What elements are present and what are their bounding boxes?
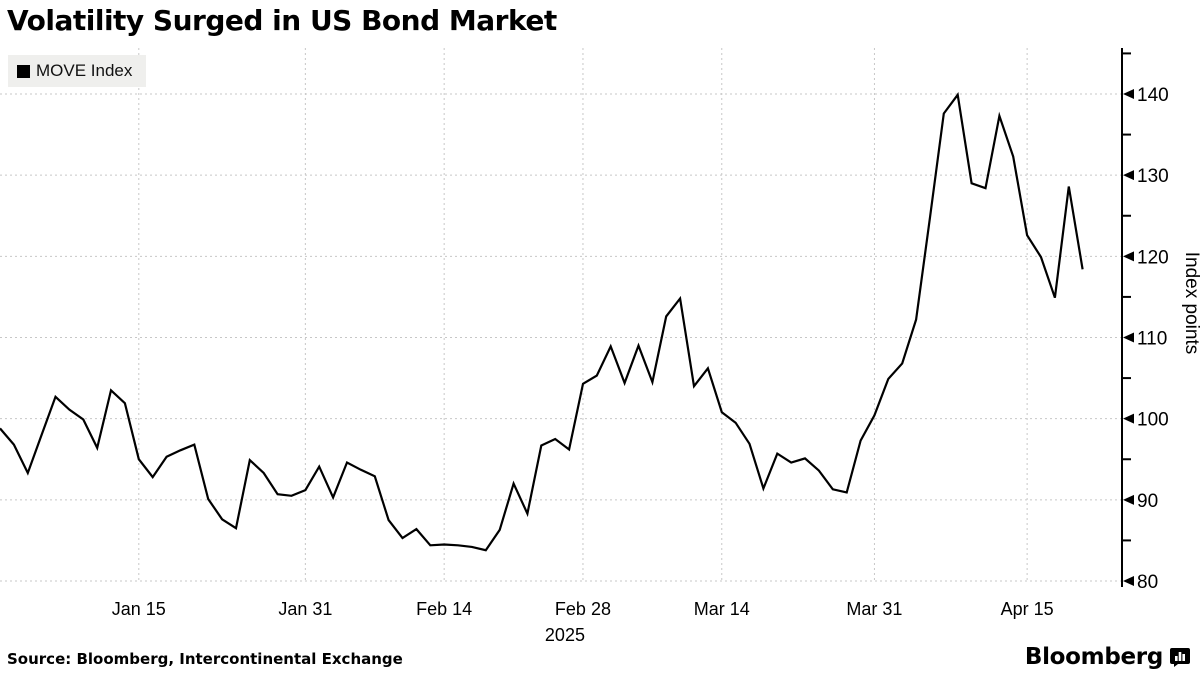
- y-tick-label: 80: [1137, 572, 1158, 593]
- bloomberg-logo: Bloomberg: [1025, 644, 1190, 670]
- y-axis-tick: [1123, 576, 1134, 586]
- y-tick-label: 100: [1137, 410, 1169, 431]
- y-axis-tick: [1123, 413, 1134, 424]
- source-attribution: Source: Bloomberg, Intercontinental Exch…: [7, 650, 403, 668]
- y-tick-label: 130: [1137, 166, 1169, 187]
- y-tick-label: 140: [1137, 85, 1169, 106]
- x-tick-label: Apr 15: [1001, 599, 1054, 619]
- page-title: Volatility Surged in US Bond Market: [7, 4, 557, 37]
- y-axis-tick: [1123, 88, 1134, 99]
- y-axis-tick: [1123, 332, 1134, 343]
- x-tick-label: Feb 28: [555, 599, 611, 619]
- x-axis-year-label: 2025: [545, 625, 585, 645]
- x-tick-label: Mar 31: [846, 599, 902, 619]
- y-tick-label: 90: [1137, 491, 1158, 512]
- y-axis-title: Index points: [1181, 252, 1200, 354]
- x-tick-label: Mar 14: [694, 599, 750, 619]
- x-tick-label: Jan 15: [112, 599, 166, 619]
- bloomberg-wordmark: Bloomberg: [1024, 644, 1163, 670]
- y-axis-tick: [1123, 170, 1134, 181]
- bloomberg-terminal-icon: [1170, 647, 1190, 667]
- y-axis-tick: [1123, 251, 1134, 262]
- legend-label: MOVE Index: [36, 61, 133, 80]
- y-tick-label: 110: [1137, 328, 1167, 349]
- y-axis-tick: [1123, 494, 1134, 505]
- x-tick-label: Jan 31: [278, 599, 332, 619]
- x-tick-label: Feb 14: [416, 599, 472, 619]
- y-tick-label: 120: [1137, 247, 1169, 268]
- legend-swatch-icon: [17, 64, 30, 78]
- legend: MOVE Index: [8, 55, 147, 87]
- move-index-line: [0, 92, 1084, 552]
